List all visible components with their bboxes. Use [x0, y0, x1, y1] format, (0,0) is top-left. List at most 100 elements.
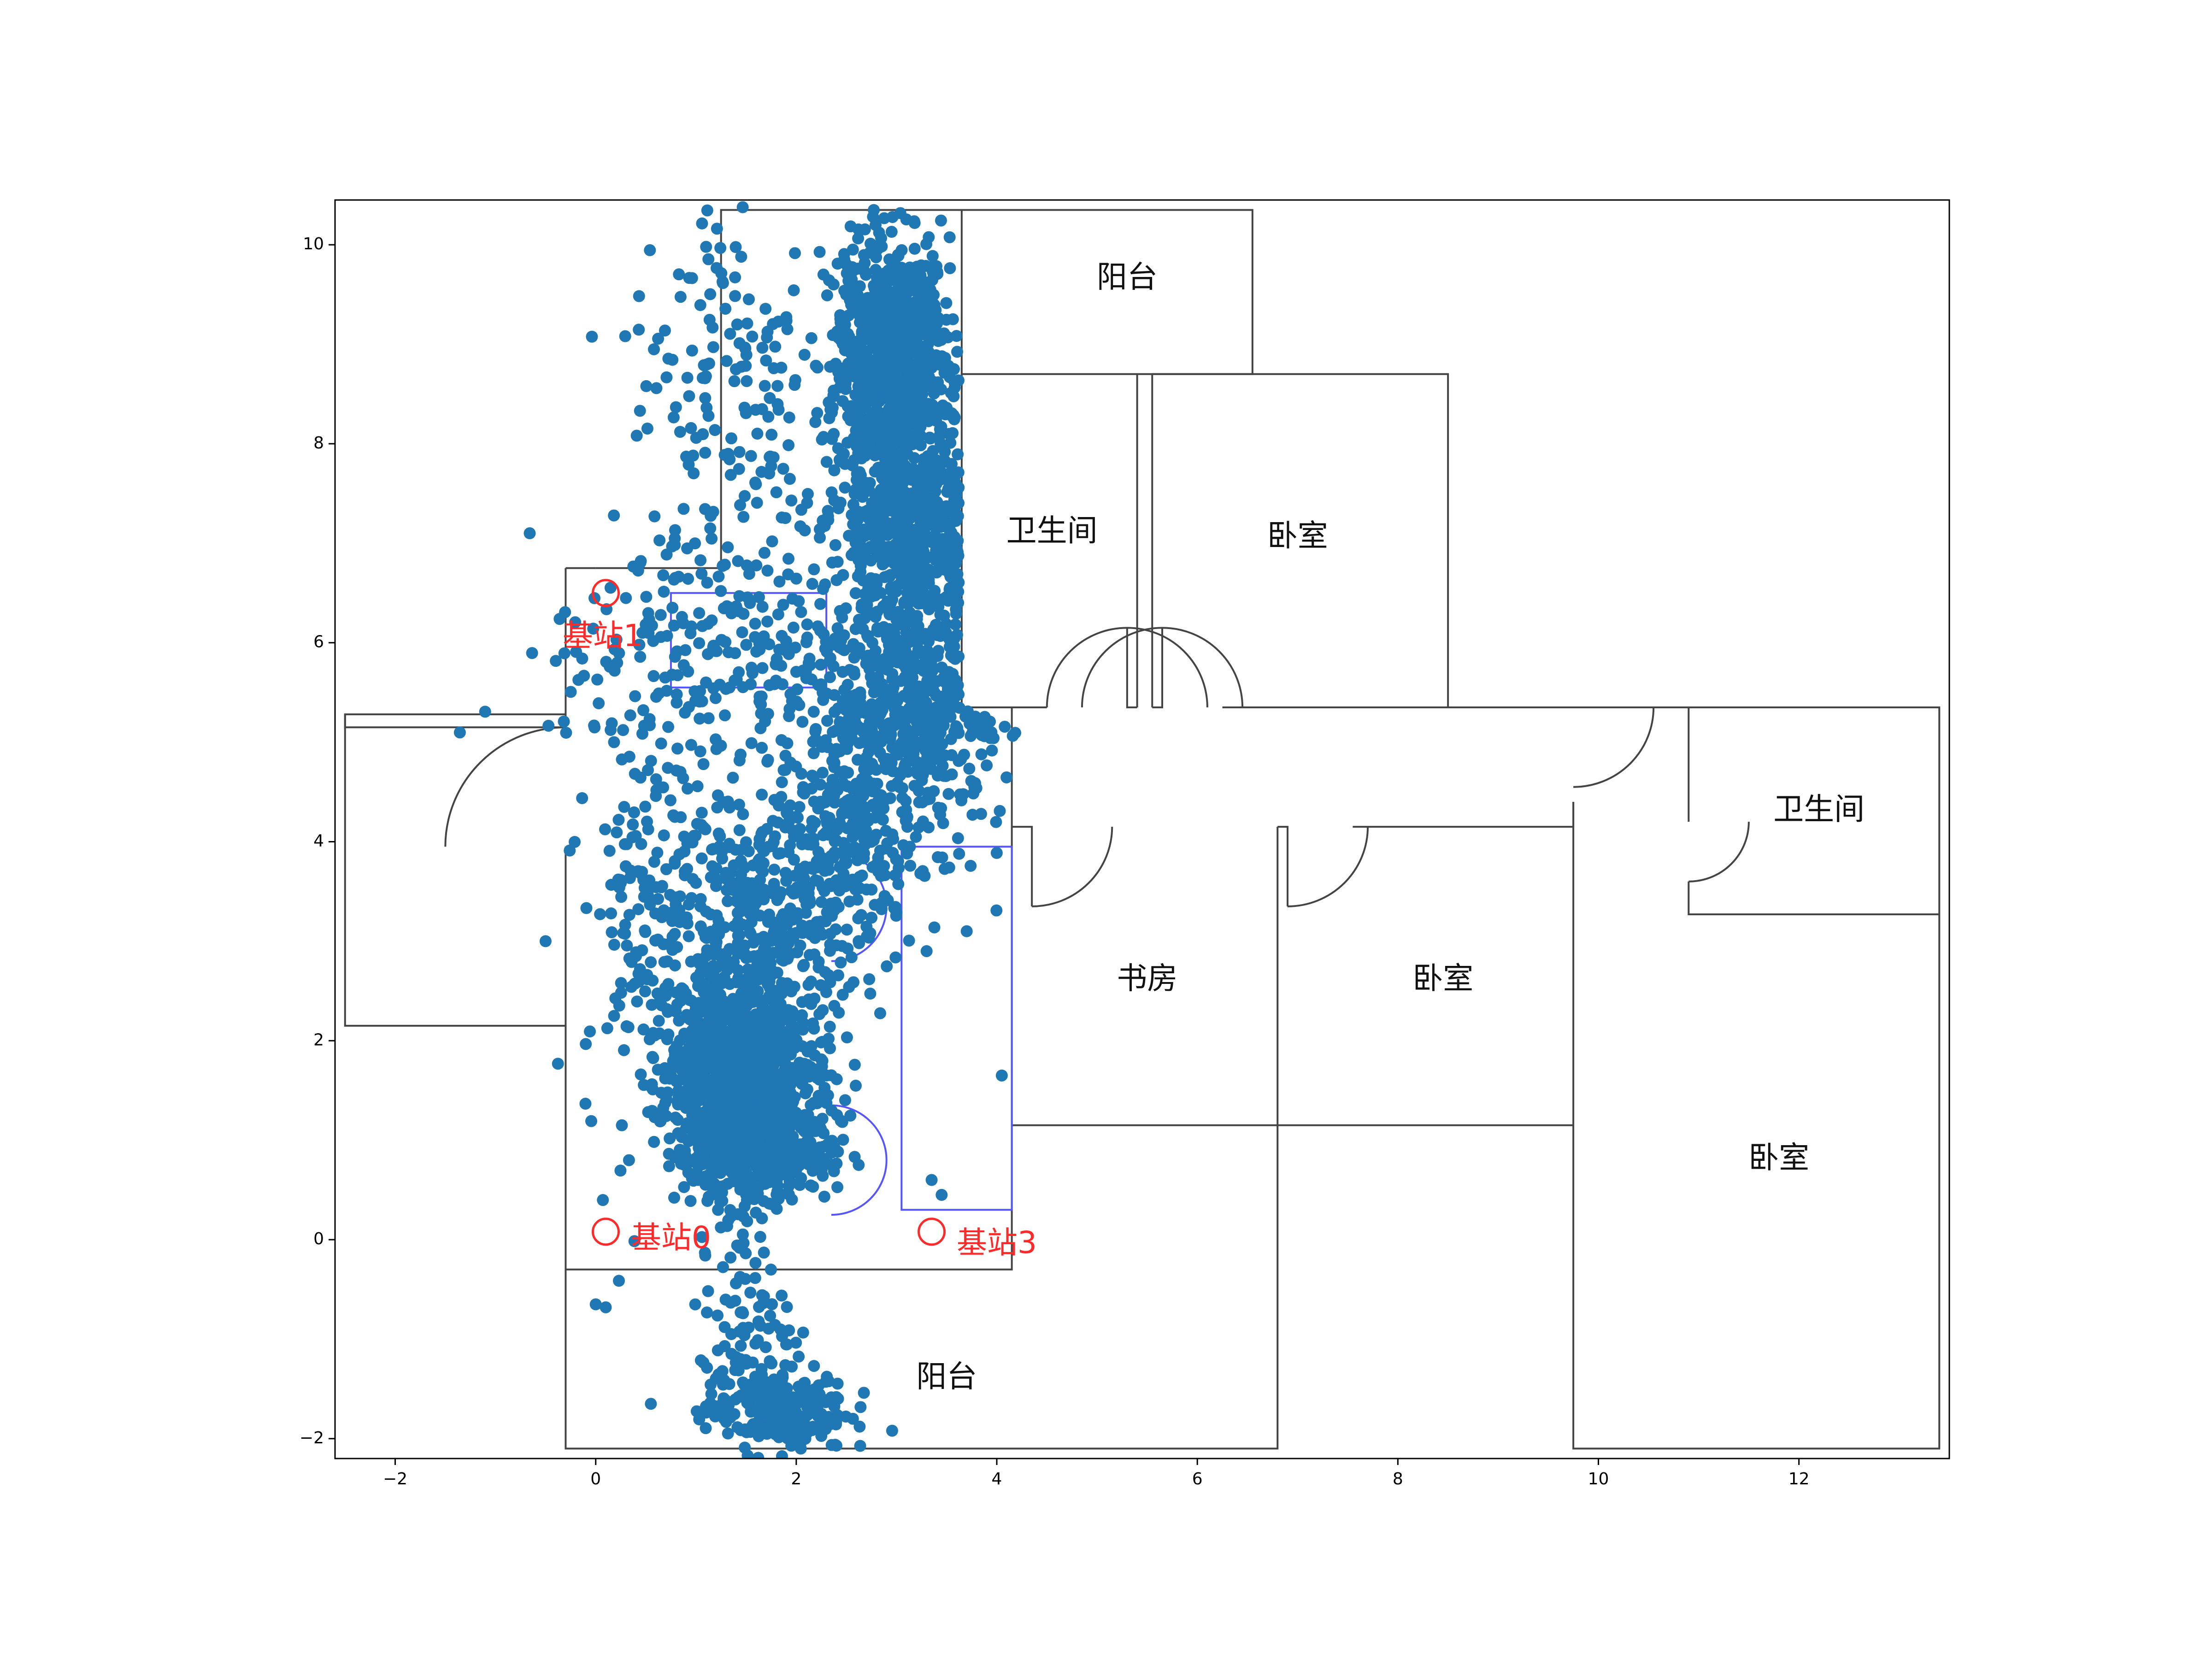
scatter-point	[826, 910, 838, 922]
scatter-point	[922, 450, 934, 462]
scatter-point	[839, 845, 851, 858]
scatter-point	[690, 877, 702, 889]
scatter-point	[929, 320, 941, 333]
scatter-point	[746, 667, 759, 679]
scatter-point	[952, 832, 964, 844]
scatter-point	[839, 1094, 851, 1106]
scatter-point	[865, 835, 877, 848]
scatter-point	[646, 1051, 659, 1063]
scatter-point	[928, 589, 941, 601]
scatter-point	[900, 662, 912, 675]
scatter-point	[788, 853, 800, 866]
scatter-point	[771, 380, 784, 392]
scatter-point	[724, 883, 736, 896]
scatter-point	[772, 315, 784, 328]
scatter-point	[701, 204, 713, 217]
scatter-point	[901, 821, 913, 833]
scatter-point	[834, 605, 846, 617]
scatter-point	[689, 1004, 702, 1017]
scatter-point	[926, 533, 939, 545]
scatter-point	[729, 290, 741, 302]
scatter-point	[867, 211, 879, 223]
scatter-point	[745, 737, 758, 749]
scatter-point	[724, 1025, 736, 1037]
scatter-point	[769, 830, 781, 842]
scatter-point	[897, 728, 910, 740]
scatter-point	[671, 998, 683, 1011]
scatter-point	[1009, 727, 1022, 739]
scatter-point	[699, 447, 712, 459]
scatter-point	[824, 1020, 836, 1033]
scatter-point	[874, 499, 886, 512]
scatter-point	[923, 720, 935, 732]
scatter-point	[770, 486, 782, 499]
scatter-point	[600, 656, 612, 668]
scatter-point	[776, 776, 788, 788]
scatter-point	[623, 909, 635, 921]
scatter-point	[646, 1078, 658, 1090]
scatter-point	[714, 830, 726, 842]
scatter-point	[763, 467, 776, 480]
scatter-point	[788, 830, 800, 843]
scatter-point	[613, 1275, 625, 1287]
scatter-point	[768, 864, 781, 876]
scatter-point	[707, 506, 719, 518]
scatter-point	[841, 924, 853, 936]
scatter-point	[990, 847, 1003, 859]
scatter-point	[682, 782, 694, 795]
scatter-point	[631, 995, 643, 1008]
scatter-point	[605, 724, 617, 736]
scatter-point	[934, 429, 946, 441]
scatter-point	[865, 572, 877, 584]
scatter-point	[662, 721, 675, 733]
scatter-point	[826, 406, 838, 419]
scatter-point	[862, 631, 874, 644]
scatter-point	[702, 410, 715, 422]
scatter-point	[796, 716, 809, 728]
scatter-point	[711, 223, 723, 235]
scatter-point	[783, 473, 796, 485]
scatter-point	[776, 1289, 788, 1302]
scatter-point	[899, 644, 912, 657]
scatter-point	[848, 652, 860, 664]
scatter-point	[660, 1094, 673, 1106]
scatter-point	[801, 488, 814, 500]
scatter-point	[765, 1264, 777, 1276]
scatter-point	[909, 524, 921, 536]
scatter-point	[766, 915, 778, 928]
scatter-point	[682, 701, 695, 713]
scatter-point	[711, 262, 723, 274]
scatter-point	[691, 1108, 704, 1121]
scatter-point	[897, 360, 910, 373]
scatter-point	[914, 512, 926, 525]
scatter-point	[719, 559, 731, 571]
scatter-point	[648, 1135, 660, 1148]
scatter-point	[924, 793, 936, 805]
scatter-point	[855, 909, 867, 921]
scatter-point	[924, 283, 936, 296]
scatter-point	[694, 958, 706, 970]
scatter-point	[717, 1261, 729, 1273]
scatter-point	[858, 1387, 870, 1399]
scatter-point	[550, 655, 562, 667]
scatter-point	[785, 494, 798, 507]
scatter-point	[793, 1350, 805, 1363]
scatter-point	[764, 950, 777, 963]
scatter-point	[710, 743, 723, 755]
scatter-point	[901, 587, 913, 599]
scatter-point	[883, 608, 896, 621]
scatter-point	[948, 677, 961, 689]
scatter-point	[798, 348, 811, 361]
scatter-point	[648, 510, 661, 523]
scatter-point	[990, 904, 1003, 917]
scatter-point	[753, 637, 765, 650]
scatter-point	[923, 821, 935, 834]
scatter-point	[745, 1078, 758, 1091]
scatter-point	[793, 801, 806, 813]
wall-segment	[1126, 628, 1137, 709]
scatter-point	[648, 856, 660, 868]
scatter-point	[936, 738, 948, 750]
scatter-point	[879, 869, 891, 882]
scatter-point	[847, 498, 859, 511]
